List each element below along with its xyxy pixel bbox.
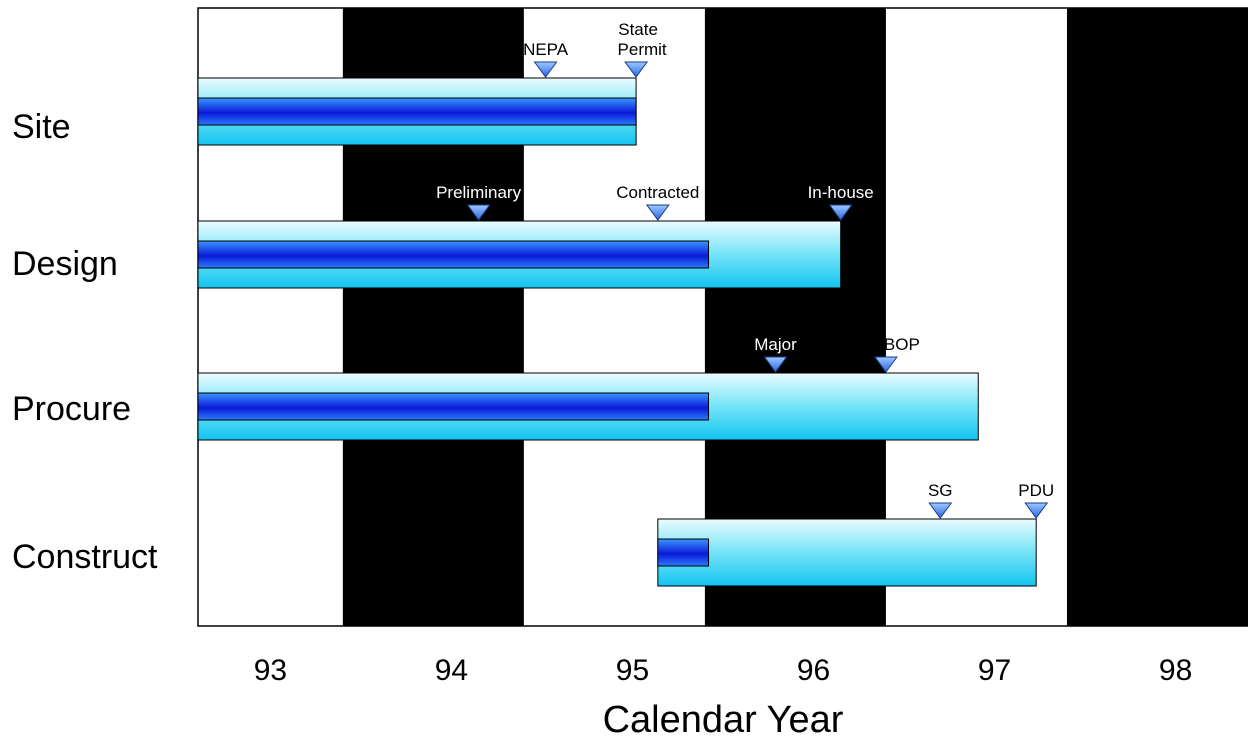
x-tick-label-93: 93 [254,654,287,687]
milestone-marker-major [763,356,788,373]
milestone-marker-in-house [828,204,853,221]
milestone-label-sg: SG [928,481,953,500]
bar-design-progress [197,240,710,269]
category-label-site: Site [12,108,71,146]
milestone-marker-pdu [1024,502,1049,519]
category-label-design: Design [12,245,118,283]
category-label-procure: Procure [12,390,131,428]
milestone-label-nepa: NEPA [523,40,569,59]
plot-area-frame [197,7,1248,627]
milestone-label-pdu: PDU [1018,481,1054,500]
bar-construct-progress [657,538,710,567]
milestone-label-state-permit-line2: Permit [618,40,667,59]
milestone-label-state-permit-line1: State [618,20,658,39]
x-tick-label-95: 95 [616,654,649,687]
bar-site-progress [197,97,637,126]
milestone-label-major: Major [754,335,797,354]
milestone-label-contracted: Contracted [616,183,699,202]
x-axis-label: Calendar Year [603,699,844,738]
x-tick-label-98: 98 [1159,654,1192,687]
milestone-label-in-house: In-house [808,183,874,202]
category-label-construct: Construct [12,538,158,576]
milestone-marker-sg [928,502,953,519]
milestone-marker-state-permit [624,61,649,78]
milestone-marker-preliminary [466,204,491,221]
x-tick-label-97: 97 [978,654,1011,687]
x-tick-label-94: 94 [435,654,468,687]
milestone-marker-contracted [645,204,670,221]
milestone-marker-bop [873,356,898,373]
milestone-label-preliminary: Preliminary [436,183,522,202]
year-band-3 [1066,8,1248,626]
milestone-label-bop: BOP [884,335,920,354]
bar-construct-duration [657,518,1037,587]
x-tick-label-96: 96 [797,654,830,687]
milestone-marker-nepa [533,61,558,78]
bar-procure-progress [197,392,710,421]
